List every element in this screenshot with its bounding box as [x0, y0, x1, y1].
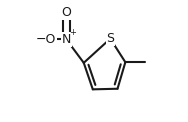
Text: S: S — [106, 32, 114, 45]
Text: −O: −O — [36, 33, 56, 46]
Text: +: + — [69, 28, 76, 37]
Text: O: O — [61, 6, 71, 19]
Text: N: N — [62, 33, 71, 46]
